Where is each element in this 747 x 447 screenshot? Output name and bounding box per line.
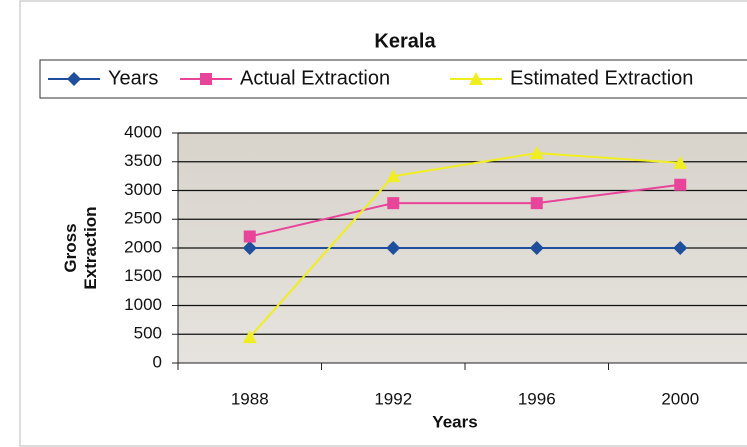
data-point bbox=[529, 146, 544, 160]
y-axis-label: GrossExtraction bbox=[61, 206, 100, 289]
data-point bbox=[242, 241, 257, 255]
x-tick-label: 1988 bbox=[231, 389, 269, 408]
data-point bbox=[673, 241, 688, 255]
legend-marker bbox=[469, 72, 483, 85]
y-tick-label: 1000 bbox=[124, 295, 162, 314]
y-tick-label: 4000 bbox=[124, 122, 162, 141]
data-point bbox=[673, 155, 688, 169]
data-point bbox=[386, 169, 401, 183]
legend-label: Years bbox=[108, 67, 158, 89]
y-tick-label: 3500 bbox=[124, 151, 162, 170]
data-point bbox=[674, 178, 687, 191]
y-tick-label: 3000 bbox=[124, 180, 162, 199]
x-tick-label: 2000 bbox=[661, 389, 699, 408]
data-point bbox=[529, 241, 544, 255]
x-tick-label: 1996 bbox=[518, 389, 556, 408]
series-line bbox=[249, 152, 681, 338]
data-point bbox=[387, 197, 400, 210]
y-tick-label: 500 bbox=[134, 324, 162, 343]
x-axis-label: Years bbox=[432, 412, 477, 431]
data-point bbox=[530, 197, 543, 210]
y-tick-label: 1500 bbox=[124, 266, 162, 285]
data-point bbox=[386, 241, 401, 255]
series-line bbox=[249, 183, 681, 238]
legend-label: Estimated Extraction bbox=[510, 67, 693, 89]
legend-marker bbox=[67, 72, 81, 86]
legend-box bbox=[39, 59, 747, 99]
y-tick-label: 2000 bbox=[124, 237, 162, 256]
legend-label: Actual Extraction bbox=[240, 67, 390, 89]
x-tick-label: 1992 bbox=[374, 389, 412, 408]
legend-marker bbox=[200, 73, 212, 85]
data-point bbox=[242, 330, 257, 344]
chart-title: Kerala bbox=[374, 30, 436, 52]
data-point bbox=[243, 230, 256, 243]
y-tick-label: 0 bbox=[153, 352, 162, 371]
y-tick-label: 2500 bbox=[124, 209, 162, 228]
